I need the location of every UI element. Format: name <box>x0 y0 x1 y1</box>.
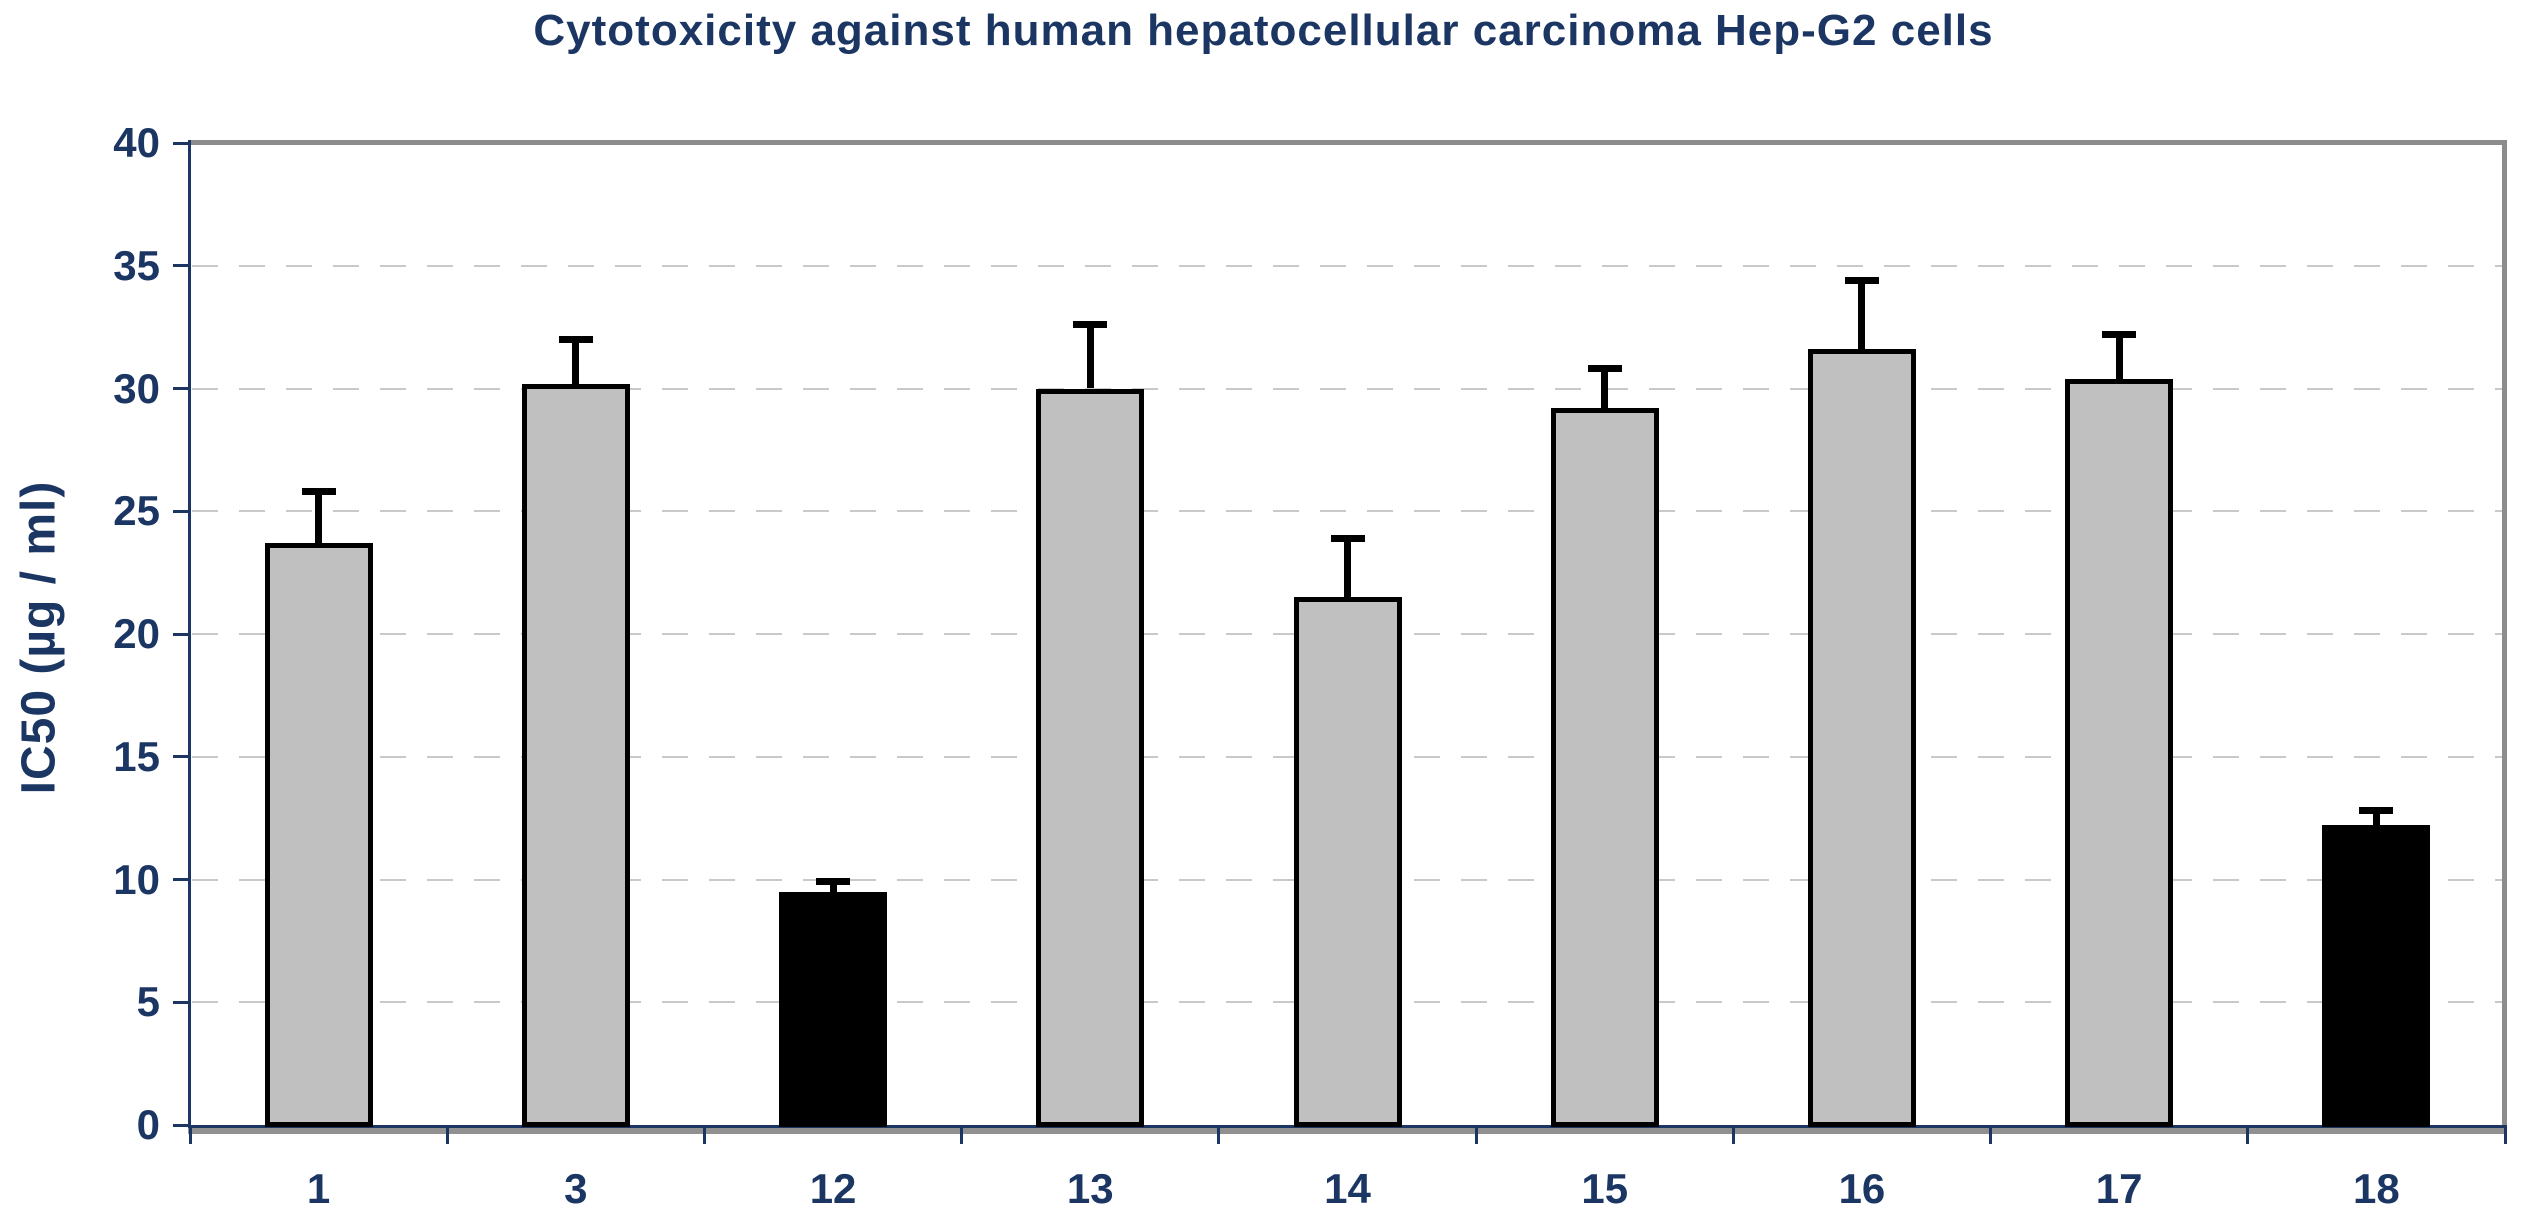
y-axis-tick-label: 20 <box>113 610 160 657</box>
y-axis-tick <box>173 632 190 636</box>
y-axis-tick-label: 25 <box>113 487 160 535</box>
x-axis-tick-label: 16 <box>1838 1165 1886 1212</box>
error-bar-line <box>1858 280 1866 350</box>
y-axis-tick-label: 30 <box>113 364 160 412</box>
x-axis-line-shadow <box>188 1127 2507 1134</box>
error-bar-line <box>2115 334 2123 379</box>
error-bar-cap <box>816 878 851 886</box>
y-axis-tick-label: 35 <box>113 241 160 289</box>
y-axis-tick-label: 10 <box>113 855 160 903</box>
x-axis-tick <box>188 1127 192 1144</box>
x-axis-tick-label: 15 <box>1581 1165 1629 1212</box>
h-gridline <box>192 264 2503 267</box>
bar-1 <box>264 543 373 1127</box>
error-bar-line <box>1601 368 1609 409</box>
x-axis-tick-label: 1 <box>306 1165 331 1212</box>
x-axis-tick <box>1474 1127 1478 1144</box>
y-axis-tick <box>173 1000 190 1004</box>
x-axis-tick <box>1989 1127 1993 1144</box>
bar-3 <box>521 383 630 1127</box>
bar-13 <box>1036 388 1145 1127</box>
error-bar-cap <box>1330 534 1365 542</box>
error-bar-line <box>1086 324 1094 389</box>
h-gridline <box>192 510 2503 513</box>
y-axis-tick-label: 0 <box>136 1101 160 1148</box>
y-axis-tick-label: 40 <box>113 119 160 166</box>
bar-15 <box>1550 408 1659 1127</box>
error-bar-cap <box>2102 330 2137 338</box>
x-axis-tick-label: 14 <box>1324 1165 1371 1212</box>
error-bar-line <box>2372 810 2380 826</box>
x-axis-tick <box>960 1127 964 1144</box>
x-axis-tick <box>445 1127 449 1144</box>
x-axis-tick-label: 3 <box>564 1165 588 1212</box>
error-bar-cap <box>301 488 336 496</box>
y-axis-tick <box>173 878 190 881</box>
y-axis-tick <box>173 1123 190 1127</box>
error-bar-line <box>315 491 323 544</box>
error-bar-cap <box>1844 276 1879 284</box>
y-axis-tick <box>173 264 190 268</box>
x-axis-tick <box>2503 1127 2507 1144</box>
error-bar-line <box>572 339 580 384</box>
y-axis-tick <box>173 509 190 513</box>
error-bar-cap <box>558 335 593 343</box>
error-bar-cap <box>2359 807 2394 815</box>
y-axis-tick-label: 15 <box>113 732 160 780</box>
x-axis-tick <box>1731 1127 1735 1144</box>
x-axis-tick <box>702 1127 706 1144</box>
error-bar-cap <box>1073 321 1108 329</box>
x-axis-tick-label: 13 <box>1066 1165 1114 1212</box>
y-axis-tick <box>173 755 190 759</box>
y-axis-line <box>188 140 191 1127</box>
x-axis-tick <box>2246 1127 2250 1144</box>
h-gridline <box>192 387 2503 390</box>
bar-12 <box>779 891 888 1127</box>
x-axis-tick-label: 18 <box>2353 1165 2400 1212</box>
plot-border-right <box>2502 140 2507 1130</box>
x-axis-tick-label: 17 <box>2095 1165 2143 1212</box>
bar-17 <box>2065 378 2174 1127</box>
bar-14 <box>1293 597 1402 1127</box>
plot-border-top <box>190 140 2505 145</box>
error-bar-line <box>1344 538 1351 598</box>
y-axis-tick <box>173 387 190 390</box>
chart-title: Cytotoxicity against human hepatocellula… <box>533 6 1994 55</box>
x-axis-tick-label: 12 <box>809 1165 857 1212</box>
y-axis-tick <box>173 141 190 145</box>
y-axis-tick-label: 5 <box>136 978 160 1026</box>
error-bar-line <box>829 881 837 892</box>
x-axis-tick <box>1217 1127 1221 1144</box>
bar-18 <box>2322 825 2431 1127</box>
bar-16 <box>1807 349 1916 1127</box>
error-bar-cap <box>1587 365 1622 373</box>
